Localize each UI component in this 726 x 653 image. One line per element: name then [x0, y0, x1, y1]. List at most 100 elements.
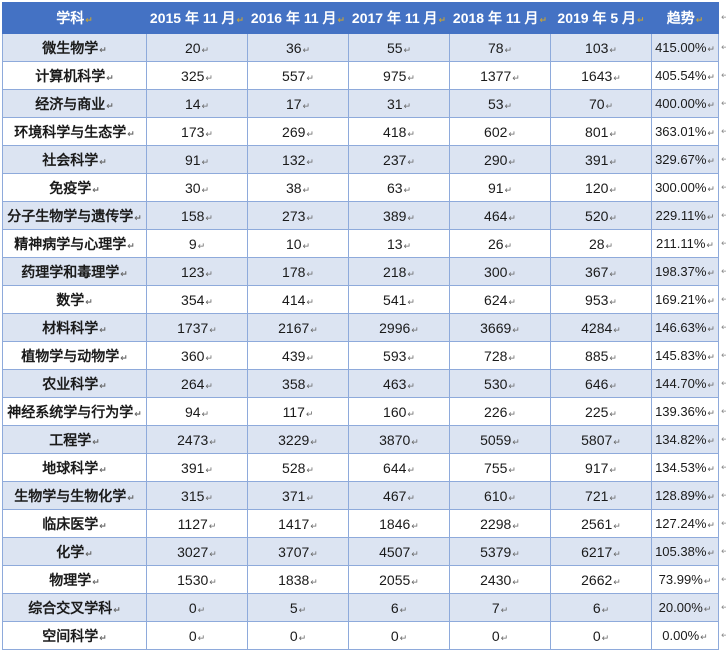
subject-cell[interactable]: 材料科学↵ — [2, 313, 147, 342]
value-cell[interactable]: 1127↵ — [146, 509, 248, 538]
value-cell[interactable]: 13↵ — [348, 229, 450, 258]
value-cell[interactable]: 20↵ — [146, 33, 248, 62]
value-cell[interactable]: 315↵ — [146, 481, 248, 510]
value-cell[interactable]: 7↵ — [449, 593, 551, 622]
value-cell[interactable]: 520↵ — [550, 201, 652, 230]
value-cell[interactable]: 226↵ — [449, 397, 551, 426]
value-cell[interactable]: 646↵ — [550, 369, 652, 398]
value-cell[interactable]: 1417↵ — [247, 509, 349, 538]
value-cell[interactable]: 300↵ — [449, 257, 551, 286]
value-cell[interactable]: 4284↵ — [550, 313, 652, 342]
value-cell[interactable]: 528↵ — [247, 453, 349, 482]
value-cell[interactable]: 31↵ — [348, 89, 450, 118]
value-cell[interactable]: 225↵ — [550, 397, 652, 426]
value-cell[interactable]: 103↵ — [550, 33, 652, 62]
value-cell[interactable]: 644↵ — [348, 453, 450, 482]
value-cell[interactable]: 53↵ — [449, 89, 551, 118]
value-cell[interactable]: 2473↵ — [146, 425, 248, 454]
value-cell[interactable]: 3870↵ — [348, 425, 450, 454]
trend-cell[interactable]: 73.99%↵ — [651, 565, 719, 594]
value-cell[interactable]: 975↵ — [348, 61, 450, 90]
value-cell[interactable]: 5807↵ — [550, 425, 652, 454]
value-cell[interactable]: 391↵ — [550, 145, 652, 174]
trend-cell[interactable]: 415.00%↵ — [651, 33, 719, 62]
value-cell[interactable]: 6↵ — [550, 593, 652, 622]
subject-cell[interactable]: 临床医学↵ — [2, 509, 147, 538]
value-cell[interactable]: 273↵ — [247, 201, 349, 230]
subject-cell[interactable]: 环境科学与生态学↵ — [2, 117, 147, 146]
subject-cell[interactable]: 工程学↵ — [2, 425, 147, 454]
value-cell[interactable]: 1846↵ — [348, 509, 450, 538]
subject-cell[interactable]: 免疫学↵ — [2, 173, 147, 202]
value-cell[interactable]: 953↵ — [550, 285, 652, 314]
value-cell[interactable]: 367↵ — [550, 257, 652, 286]
subject-cell[interactable]: 生物学与生物化学↵ — [2, 481, 147, 510]
subject-cell[interactable]: 空间科学↵ — [2, 621, 147, 650]
value-cell[interactable]: 391↵ — [146, 453, 248, 482]
value-cell[interactable]: 3027↵ — [146, 537, 248, 566]
value-cell[interactable]: 530↵ — [449, 369, 551, 398]
value-cell[interactable]: 6217↵ — [550, 537, 652, 566]
trend-cell[interactable]: 20.00%↵ — [651, 593, 719, 622]
trend-cell[interactable]: 139.36%↵ — [651, 397, 719, 426]
value-cell[interactable]: 2561↵ — [550, 509, 652, 538]
value-cell[interactable]: 0↵ — [449, 621, 551, 650]
value-cell[interactable]: 290↵ — [449, 145, 551, 174]
subject-cell[interactable]: 药理学和毒理学↵ — [2, 257, 147, 286]
value-cell[interactable]: 541↵ — [348, 285, 450, 314]
value-cell[interactable]: 218↵ — [348, 257, 450, 286]
trend-cell[interactable]: 128.89%↵ — [651, 481, 719, 510]
value-cell[interactable]: 2430↵ — [449, 565, 551, 594]
value-cell[interactable]: 38↵ — [247, 173, 349, 202]
value-cell[interactable]: 132↵ — [247, 145, 349, 174]
value-cell[interactable]: 0↵ — [550, 621, 652, 650]
column-header-6[interactable]: 趋势↵ — [651, 2, 719, 34]
value-cell[interactable]: 610↵ — [449, 481, 551, 510]
subject-cell[interactable]: 农业科学↵ — [2, 369, 147, 398]
value-cell[interactable]: 1530↵ — [146, 565, 248, 594]
trend-cell[interactable]: 127.24%↵ — [651, 509, 719, 538]
value-cell[interactable]: 0↵ — [247, 621, 349, 650]
value-cell[interactable]: 360↵ — [146, 341, 248, 370]
trend-cell[interactable]: 405.54%↵ — [651, 61, 719, 90]
subject-cell[interactable]: 地球科学↵ — [2, 453, 147, 482]
value-cell[interactable]: 358↵ — [247, 369, 349, 398]
value-cell[interactable]: 2167↵ — [247, 313, 349, 342]
subject-cell[interactable]: 社会科学↵ — [2, 145, 147, 174]
subject-cell[interactable]: 化学↵ — [2, 537, 147, 566]
value-cell[interactable]: 6↵ — [348, 593, 450, 622]
value-cell[interactable]: 463↵ — [348, 369, 450, 398]
value-cell[interactable]: 389↵ — [348, 201, 450, 230]
value-cell[interactable]: 917↵ — [550, 453, 652, 482]
column-header-5[interactable]: 2019 年 5 月↵ — [550, 2, 652, 34]
subject-cell[interactable]: 微生物学↵ — [2, 33, 147, 62]
trend-cell[interactable]: 229.11%↵ — [651, 201, 719, 230]
value-cell[interactable]: 28↵ — [550, 229, 652, 258]
value-cell[interactable]: 94↵ — [146, 397, 248, 426]
trend-cell[interactable]: 198.37%↵ — [651, 257, 719, 286]
value-cell[interactable]: 464↵ — [449, 201, 551, 230]
value-cell[interactable]: 120↵ — [550, 173, 652, 202]
trend-cell[interactable]: 0.00%↵ — [651, 621, 719, 650]
value-cell[interactable]: 5059↵ — [449, 425, 551, 454]
value-cell[interactable]: 26↵ — [449, 229, 551, 258]
value-cell[interactable]: 14↵ — [146, 89, 248, 118]
value-cell[interactable]: 721↵ — [550, 481, 652, 510]
value-cell[interactable]: 1838↵ — [247, 565, 349, 594]
value-cell[interactable]: 2055↵ — [348, 565, 450, 594]
value-cell[interactable]: 2298↵ — [449, 509, 551, 538]
value-cell[interactable]: 0↵ — [146, 593, 248, 622]
value-cell[interactable]: 467↵ — [348, 481, 450, 510]
value-cell[interactable]: 371↵ — [247, 481, 349, 510]
value-cell[interactable]: 755↵ — [449, 453, 551, 482]
trend-cell[interactable]: 146.63%↵ — [651, 313, 719, 342]
subject-cell[interactable]: 计算机科学↵ — [2, 61, 147, 90]
value-cell[interactable]: 123↵ — [146, 257, 248, 286]
value-cell[interactable]: 264↵ — [146, 369, 248, 398]
value-cell[interactable]: 1643↵ — [550, 61, 652, 90]
trend-cell[interactable]: 144.70%↵ — [651, 369, 719, 398]
value-cell[interactable]: 3669↵ — [449, 313, 551, 342]
column-header-3[interactable]: 2017 年 11 月↵ — [348, 2, 450, 34]
trend-cell[interactable]: 300.00%↵ — [651, 173, 719, 202]
subject-cell[interactable]: 分子生物学与遗传学↵ — [2, 201, 147, 230]
